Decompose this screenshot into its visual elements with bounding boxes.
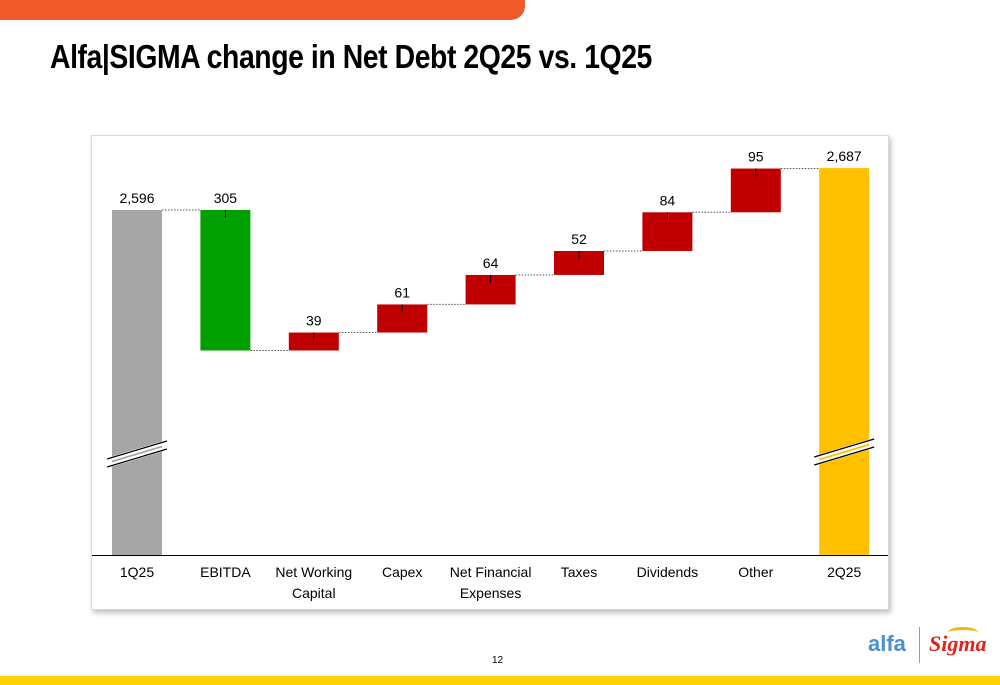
alfa-logo: alfa bbox=[868, 631, 906, 656]
x-tick-label: Capex bbox=[382, 564, 422, 580]
waterfall-chart: 2,596 305 39 61 64 52 84 95 2,687 1Q25 EBITDA Net W… bbox=[91, 135, 889, 610]
chart-svg: 2,596 305 39 61 64 52 84 95 2,687 1Q25 EBITDA Net W… bbox=[92, 148, 888, 601]
data-label: 61 bbox=[394, 284, 410, 300]
data-label: 64 bbox=[483, 255, 499, 271]
axis-break-mark bbox=[106, 440, 168, 460]
data-label: 305 bbox=[214, 190, 238, 206]
bottom-accent-bar bbox=[0, 676, 1000, 685]
axis-break-mark bbox=[814, 446, 875, 466]
sigma-logo: Sigma bbox=[929, 631, 987, 656]
data-label: 39 bbox=[306, 313, 322, 329]
axis-break-mark bbox=[814, 438, 875, 458]
axis-break-gap bbox=[106, 440, 168, 462]
bar-1q25 bbox=[112, 210, 162, 555]
bar-taxes bbox=[554, 250, 604, 275]
data-label: 52 bbox=[571, 231, 587, 247]
data-label: 2,596 bbox=[119, 190, 154, 206]
sigma-logo-swoosh bbox=[948, 627, 978, 638]
data-label: 2,687 bbox=[827, 148, 862, 164]
bar-net-working-capital bbox=[288, 332, 339, 351]
x-tick-label: 2Q25 bbox=[827, 564, 861, 580]
page-title: Alfa|SIGMA change in Net Debt 2Q25 vs. 1… bbox=[50, 38, 652, 75]
top-accent-bar bbox=[0, 0, 525, 20]
axis-break-gap bbox=[813, 444, 875, 466]
x-tick-label: 1Q25 bbox=[120, 564, 154, 580]
x-tick-label: Other bbox=[738, 564, 773, 580]
data-label: 95 bbox=[748, 149, 764, 165]
x-tick-label: EBITDA bbox=[200, 564, 251, 580]
company-logos: alfa Sigma bbox=[862, 625, 987, 667]
x-tick-label: Net Financial Expenses bbox=[450, 564, 532, 601]
axis-break-mark bbox=[106, 448, 168, 468]
page-number: 12 bbox=[492, 655, 504, 666]
axis-break-gap bbox=[106, 446, 168, 468]
logo-divider bbox=[919, 627, 920, 663]
x-tick-label: Taxes bbox=[561, 564, 598, 580]
x-tick-label: Dividends bbox=[637, 564, 698, 580]
bar-2q25 bbox=[819, 168, 870, 555]
data-label: 84 bbox=[660, 192, 676, 208]
x-tick-label: Net Working Capital bbox=[275, 564, 352, 601]
axis-break-gap bbox=[813, 438, 875, 460]
bar-ebitda bbox=[200, 210, 251, 351]
